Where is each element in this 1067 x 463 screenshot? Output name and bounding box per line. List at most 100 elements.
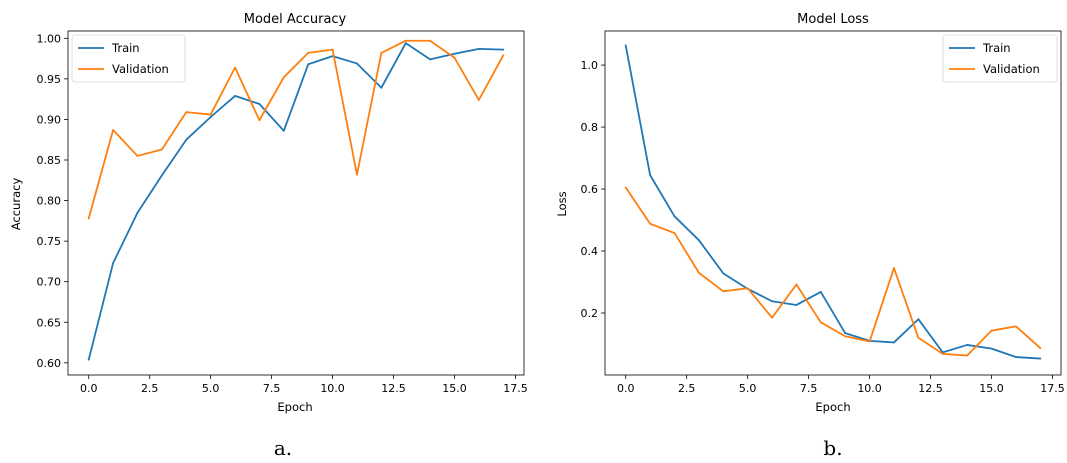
data-point-train (209, 116, 212, 118)
x-tick-label: 2.5 (141, 382, 159, 395)
data-point-validation (331, 48, 334, 51)
y-tick-label: 0.2 (581, 307, 599, 320)
data-point-train (819, 291, 822, 293)
data-point-train (258, 103, 261, 105)
data-point-train (112, 262, 115, 264)
data-point-train (771, 300, 773, 303)
data-point-validation (819, 321, 822, 324)
data-point-train (795, 304, 798, 306)
accuracy-chart: Model Accuracy Epoch Accuracy a. 0.0 2.5 5… (9, 12, 528, 460)
data-point-train (356, 62, 358, 65)
x-tick-label: 10.0 (320, 382, 345, 395)
y-tick-label: 1.00 (37, 32, 62, 45)
series-line-train (87, 42, 505, 361)
y-tick-label: 0.60 (37, 357, 62, 370)
data-point-validation (624, 186, 627, 189)
y-tick-label: 0.8 (581, 121, 599, 134)
data-point-validation (1014, 325, 1017, 328)
tick-group: 0.0 2.5 5.0 7.5 10.0 12.5 15.0 17.5 0.2 0.4 0.6 0.8… (581, 59, 1065, 395)
data-point-train (453, 52, 456, 55)
x-tick-label: 7.5 (800, 382, 818, 395)
data-point-train (844, 332, 847, 335)
data-point-train (1014, 356, 1017, 358)
legend-box (71, 34, 186, 83)
y-tick-label: 0.65 (37, 316, 62, 329)
data-point-validation (966, 354, 969, 357)
data-point-train (429, 58, 432, 61)
data-point-validation (282, 76, 285, 79)
data-point-train (160, 174, 163, 177)
data-point-validation (404, 39, 407, 42)
chart-title: Model Accuracy (244, 12, 347, 27)
data-point-train (185, 138, 188, 141)
data-point-train (697, 239, 700, 242)
data-point-validation (307, 52, 310, 54)
loss-chart: Model Loss Epoch Loss b. 0.0 2.5 5.0 7.5 10.… (555, 12, 1065, 460)
x-tick-label: 12.5 (381, 382, 406, 395)
x-axis-label: Epoch (815, 400, 850, 414)
x-tick-label: 12.5 (918, 382, 943, 395)
data-point-train (282, 129, 285, 132)
x-tick-label: 10.0 (857, 382, 882, 395)
data-point-train (307, 63, 310, 66)
data-point-train (234, 95, 236, 97)
data-point-validation (209, 113, 212, 116)
data-point-train (893, 341, 895, 344)
data-point-validation (185, 111, 188, 114)
legend-validation-label: Validation (112, 62, 169, 76)
data-point-validation (844, 335, 847, 338)
data-point-train (136, 211, 139, 214)
data-point-validation (722, 290, 725, 293)
data-point-train (404, 42, 407, 45)
data-point-validation (746, 287, 749, 290)
data-point-train (380, 86, 383, 89)
data-point-validation (87, 217, 90, 220)
series-line-train (624, 44, 1042, 360)
data-point-validation (453, 56, 456, 59)
y-tick-label: 0.6 (581, 183, 599, 196)
y-tick-label: 0.80 (37, 195, 62, 208)
plot-frame (67, 30, 525, 376)
data-point-train (624, 44, 627, 47)
legend-validation-label: Validation (983, 62, 1040, 76)
y-axis-label: Accuracy (9, 178, 23, 231)
data-point-validation (893, 267, 895, 269)
y-tick-label: 0.75 (37, 235, 62, 248)
panel-caption: a. (274, 436, 292, 460)
legend: Train Validation (71, 34, 186, 83)
data-point-validation (234, 66, 236, 69)
series-line-validation (624, 186, 1042, 357)
data-point-validation (795, 283, 798, 286)
data-point-validation (112, 129, 115, 131)
x-tick-label: 17.5 (1040, 382, 1065, 395)
data-point-validation (477, 99, 480, 101)
data-point-validation (673, 232, 676, 234)
x-axis-label: Epoch (277, 400, 312, 414)
series-lines (87, 39, 505, 361)
series-line-validation (87, 39, 505, 220)
y-tick-label: 0.95 (37, 73, 62, 86)
data-point-train (673, 215, 676, 218)
y-tick-label: 0.4 (581, 245, 599, 258)
x-tick-label: 5.0 (202, 382, 220, 395)
data-point-train (477, 47, 480, 50)
x-tick-label: 7.5 (263, 382, 281, 395)
data-point-validation (136, 155, 139, 157)
data-point-train (990, 347, 993, 350)
series-lines (624, 44, 1042, 360)
chart-title: Model Loss (797, 12, 869, 27)
x-tick-label: 0.0 (80, 382, 98, 395)
y-tick-label: 0.85 (37, 154, 62, 167)
data-point-validation (990, 329, 993, 332)
data-point-validation (356, 173, 358, 176)
plot-frame (604, 30, 1062, 376)
data-point-validation (941, 353, 944, 355)
legend-train-label: Train (111, 41, 140, 55)
x-tick-label: 2.5 (678, 382, 696, 395)
data-point-validation (697, 271, 700, 274)
x-tick-label: 15.0 (442, 382, 467, 395)
data-point-validation (917, 336, 920, 339)
panel-caption: b. (823, 436, 842, 460)
y-tick-label: 0.90 (37, 113, 62, 126)
